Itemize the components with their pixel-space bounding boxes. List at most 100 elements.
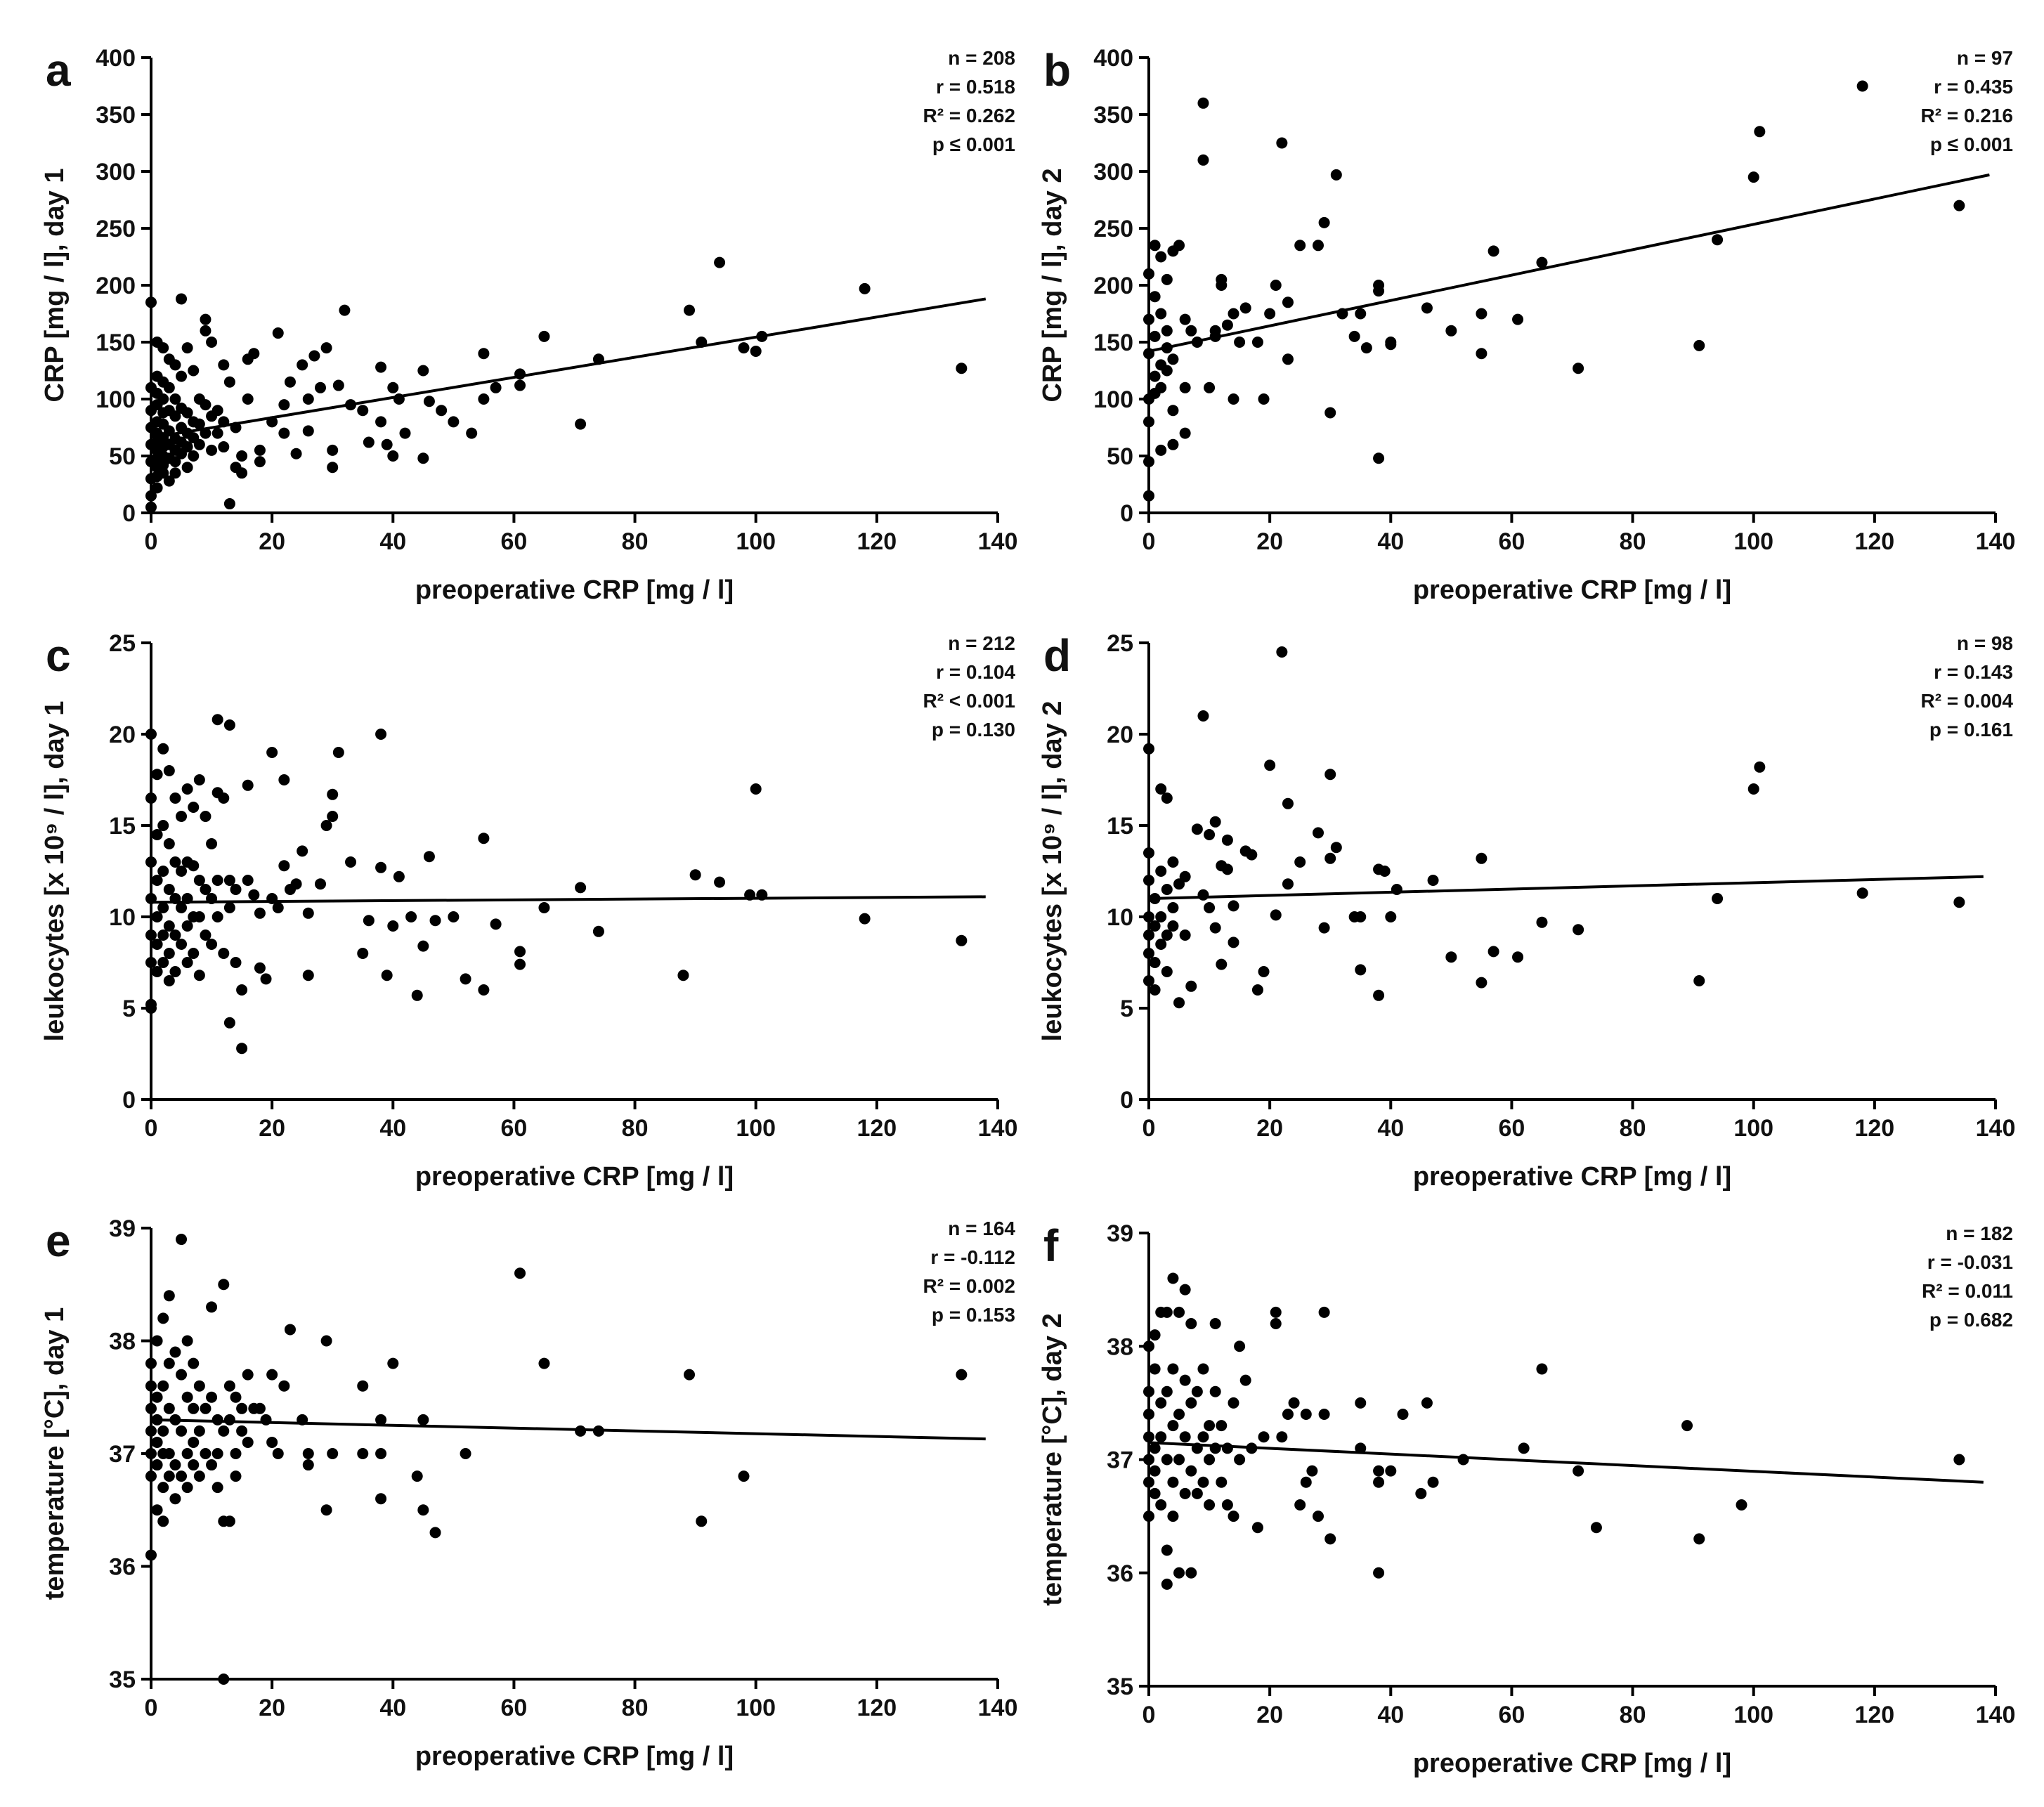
x-tick-label: 120 (1854, 1702, 1894, 1728)
y-tick-label: 25 (1107, 630, 1133, 657)
data-point (1536, 916, 1548, 928)
x-tick-label: 0 (145, 1695, 158, 1721)
data-point (1173, 1454, 1185, 1466)
data-point (1209, 1385, 1221, 1397)
x-tick-label: 20 (259, 1115, 285, 1142)
data-point (163, 1357, 175, 1369)
data-point (1355, 308, 1367, 320)
data-point (145, 1003, 157, 1014)
x-tick-label: 100 (736, 1115, 776, 1142)
data-point (1324, 769, 1336, 781)
data-point (163, 765, 175, 776)
data-point (1161, 273, 1173, 285)
data-point (393, 393, 405, 405)
x-tick-label: 0 (145, 1115, 158, 1142)
x-tick-label: 80 (622, 528, 649, 555)
data-point (145, 1425, 157, 1437)
y-tick-label: 20 (109, 722, 136, 748)
data-point (157, 393, 169, 405)
data-point (200, 427, 211, 439)
y-tick-label: 25 (109, 630, 136, 657)
data-point (1197, 154, 1209, 166)
data-point (1234, 1340, 1246, 1352)
stat-line: n = 164 (948, 1218, 1015, 1239)
data-point (320, 1335, 332, 1347)
data-point (1318, 1409, 1330, 1420)
data-point (1149, 1465, 1161, 1477)
data-point (357, 1380, 369, 1392)
data-point (1391, 884, 1402, 895)
data-point (193, 1380, 205, 1392)
data-point (181, 462, 193, 474)
data-point (236, 450, 248, 462)
data-point (1161, 342, 1173, 354)
data-point (169, 929, 181, 941)
data-point (163, 920, 175, 932)
data-point (266, 893, 278, 904)
stat-line: r = -0.031 (1927, 1251, 2013, 1273)
data-point (211, 1482, 223, 1494)
data-point (218, 1425, 230, 1437)
data-point (193, 1470, 205, 1482)
data-point (169, 966, 181, 977)
data-point (242, 1436, 254, 1448)
data-point (188, 948, 200, 959)
data-point (193, 774, 205, 785)
data-point (1143, 268, 1154, 280)
x-tick-label: 100 (1733, 1115, 1773, 1142)
panel-letter: f (1043, 1220, 1059, 1271)
y-tick-label: 38 (1107, 1333, 1133, 1360)
y-tick-label: 20 (1107, 722, 1133, 748)
y-tick-label: 15 (1107, 813, 1133, 840)
data-point (575, 882, 587, 894)
data-point (163, 884, 175, 895)
data-point (1234, 1454, 1246, 1466)
data-point (1234, 337, 1246, 348)
data-point (223, 875, 235, 886)
data-point (169, 410, 181, 422)
data-point (193, 970, 205, 981)
data-point (1155, 866, 1167, 877)
data-point (1143, 929, 1154, 941)
data-point (1167, 856, 1179, 868)
data-point (1143, 1409, 1154, 1420)
data-point (145, 792, 157, 804)
x-tick-label: 80 (1620, 1702, 1646, 1728)
data-point (1324, 852, 1336, 864)
y-tick-label: 100 (96, 386, 136, 413)
data-point (1373, 1465, 1385, 1477)
data-point (176, 370, 188, 382)
data-point (278, 427, 290, 439)
data-point (1221, 319, 1233, 331)
data-point (211, 405, 223, 417)
data-point (327, 811, 339, 822)
y-tick-label: 350 (96, 102, 136, 129)
data-point (1457, 1454, 1469, 1466)
data-point (236, 1425, 248, 1437)
data-point (1282, 797, 1294, 809)
x-axis-title: preoperative CRP [mg / l] (415, 575, 734, 605)
data-point (193, 418, 205, 430)
data-point (151, 482, 163, 494)
data-point (1204, 381, 1216, 393)
data-point (592, 1425, 604, 1437)
data-point (1953, 200, 1965, 211)
data-point (448, 911, 460, 922)
data-point (1143, 743, 1154, 755)
y-tick-label: 200 (1093, 273, 1133, 299)
y-tick-label: 37 (1107, 1447, 1133, 1474)
data-point (1155, 1499, 1167, 1511)
data-point (278, 860, 290, 872)
data-point (1427, 875, 1439, 886)
data-point (248, 348, 260, 360)
data-point (1149, 240, 1161, 252)
data-point (375, 361, 387, 373)
stat-line: R² = 0.216 (1920, 105, 2013, 126)
y-tick-label: 10 (1107, 904, 1133, 931)
data-point (163, 381, 175, 393)
regression-line (1148, 875, 1984, 900)
data-point (1573, 363, 1584, 374)
data-point (284, 376, 296, 388)
data-point (188, 1436, 200, 1448)
data-point (1143, 975, 1154, 986)
